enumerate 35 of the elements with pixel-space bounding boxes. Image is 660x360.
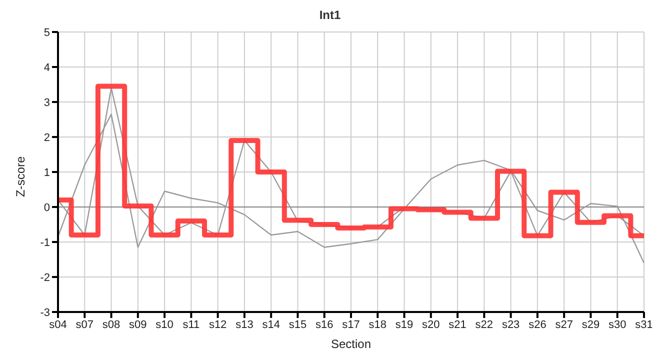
x-tick-label: s09: [129, 318, 147, 331]
x-tick-label: s08: [102, 318, 120, 331]
y-tick-label: 3: [44, 96, 50, 109]
chart-title: Int1: [318, 8, 342, 24]
x-tick-label: s04: [49, 318, 67, 331]
x-tick-label: s26: [528, 318, 546, 331]
y-tick-label: 0: [44, 202, 50, 214]
x-tick-label: s21: [448, 318, 466, 331]
x-tick-label: s13: [236, 318, 254, 331]
x-tick-label: s10: [156, 318, 174, 331]
x-tick-label: s22: [475, 318, 494, 331]
x-tick-label: s27: [555, 318, 573, 331]
y-tick-label: -1: [40, 236, 50, 249]
y-tick-label: 4: [44, 62, 50, 74]
y-tick-label: -3: [40, 306, 50, 319]
y-tick-label: -2: [40, 272, 50, 284]
x-tick-label: s16: [315, 318, 334, 331]
x-tick-label: s14: [262, 318, 280, 331]
x-tick-label: s07: [76, 318, 94, 331]
y-tick-label: 1: [44, 166, 50, 179]
x-tick-label: s20: [422, 318, 440, 331]
y-tick-label: 5: [44, 26, 50, 39]
x-tick-label: s12: [208, 318, 227, 331]
x-tick-label: s11: [182, 318, 200, 331]
x-tick-label: s17: [342, 318, 360, 331]
x-tick-label: s29: [582, 318, 600, 331]
x-axis-title: Section: [330, 337, 372, 351]
x-tick-label: s23: [502, 318, 520, 331]
x-tick-label: s18: [368, 318, 387, 331]
y-tick-label: 2: [44, 132, 50, 144]
x-tick-label: s30: [608, 318, 626, 331]
x-tick-label: s15: [288, 318, 307, 331]
y-axis-title: Z-score: [13, 156, 28, 197]
x-tick-label: s31: [635, 318, 653, 331]
x-tick-label: s19: [395, 318, 414, 331]
